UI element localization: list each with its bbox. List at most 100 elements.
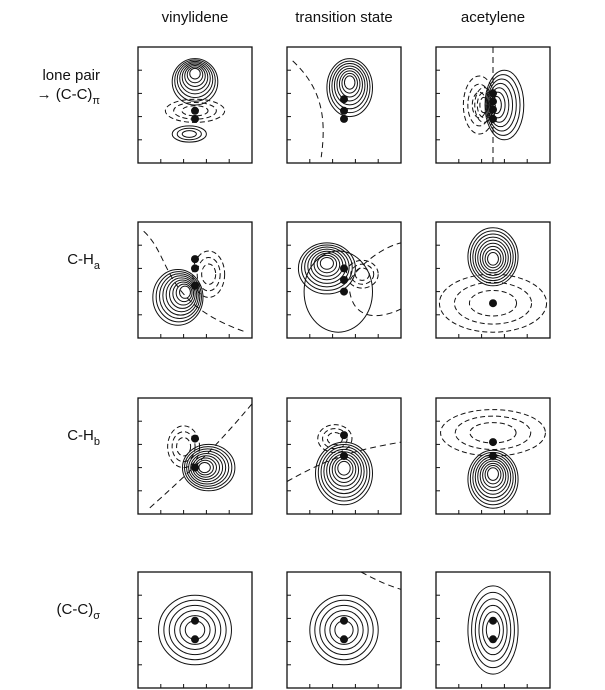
contour [320, 605, 368, 654]
panel-frame [436, 222, 550, 338]
atom [340, 276, 348, 284]
atom [191, 635, 199, 643]
atom [340, 635, 348, 643]
contour [325, 611, 363, 650]
atom [191, 107, 199, 115]
contour [472, 592, 515, 667]
row-label-subscript: a [94, 260, 101, 272]
row-label: lone pair [42, 67, 100, 84]
column-header: transition state [295, 9, 393, 26]
atom [489, 452, 497, 460]
atom [489, 617, 497, 625]
row-label-text: (C-C) [57, 601, 94, 618]
atom [340, 115, 348, 123]
contours [165, 59, 224, 143]
column-header: acetylene [461, 9, 525, 26]
contour-panel [138, 398, 252, 514]
panels [138, 47, 550, 688]
row-label: → (C-C)π [37, 86, 101, 107]
atom [340, 452, 348, 460]
atom [489, 299, 497, 307]
contour-dashed [202, 264, 216, 284]
node-line [361, 572, 401, 589]
contours [463, 47, 523, 163]
row-label-subscript: σ [93, 610, 100, 622]
figure: vinylidene transition state acetylene lone… [0, 0, 605, 690]
atom [489, 98, 497, 106]
contours [468, 586, 518, 674]
atom [191, 282, 199, 290]
contour [164, 600, 226, 659]
atom [191, 115, 199, 123]
row-label-subscript: b [94, 436, 100, 448]
node-line [350, 243, 401, 316]
contour [199, 463, 210, 473]
atom [340, 288, 348, 296]
contours [159, 595, 232, 665]
atom [340, 264, 348, 272]
contour [470, 452, 515, 504]
contours [287, 425, 401, 505]
row-label: C-Hb [67, 427, 100, 448]
panel-frame [138, 398, 252, 514]
contour [315, 600, 373, 659]
row-label: (C-C)σ [57, 601, 101, 622]
contours [293, 59, 373, 158]
contour-panel [138, 47, 252, 163]
contour [175, 611, 216, 650]
contours [149, 404, 252, 508]
contour-panel [436, 398, 550, 514]
contour-panel [138, 572, 252, 688]
contour-panel [287, 47, 401, 163]
contour [182, 131, 196, 138]
contour-panel [287, 222, 401, 338]
contour [320, 257, 333, 269]
contour [308, 249, 346, 283]
atom [489, 635, 497, 643]
row-label-text: C-H [67, 427, 94, 444]
column-headers: vinylidene transition state acetylene [162, 9, 525, 26]
contour [483, 246, 504, 270]
row-labels: lone pair→ (C-C)πC-HaC-Hb(C-C)σ [37, 67, 101, 622]
panel-frame [287, 572, 401, 688]
row-label: C-Ha [67, 251, 101, 272]
contours [298, 243, 401, 332]
contour [480, 243, 506, 273]
atom [191, 435, 199, 443]
atom [340, 107, 348, 115]
contour-panel [287, 398, 401, 514]
contour [177, 128, 201, 139]
contour [190, 68, 200, 79]
row-label-text: lone pair [42, 67, 100, 84]
panel-frame [436, 572, 550, 688]
contour-panel [436, 572, 550, 688]
contour-dashed [355, 268, 369, 280]
atom [191, 255, 199, 263]
contour [169, 605, 221, 654]
contour [338, 461, 350, 475]
contour-panel [138, 222, 252, 338]
contours [310, 572, 401, 665]
contour-dashed [172, 432, 195, 462]
atom [191, 464, 199, 472]
contour-panel [287, 572, 401, 688]
contours [439, 228, 546, 332]
contour [479, 605, 507, 654]
row-label-text: C-H [67, 251, 94, 268]
node-line [293, 61, 323, 157]
atom [489, 89, 497, 97]
contour-dashed [197, 257, 220, 290]
contour [344, 76, 354, 89]
row-label-text: → (C-C) [37, 86, 93, 103]
contour [488, 468, 499, 481]
atom [489, 106, 497, 114]
contour [175, 60, 216, 101]
node-line [149, 404, 252, 508]
atom [340, 617, 348, 625]
contour [475, 599, 510, 661]
atom [489, 438, 497, 446]
contour [473, 234, 513, 281]
column-header: vinylidene [162, 9, 229, 26]
atom [340, 431, 348, 439]
contour-panel [436, 222, 550, 338]
